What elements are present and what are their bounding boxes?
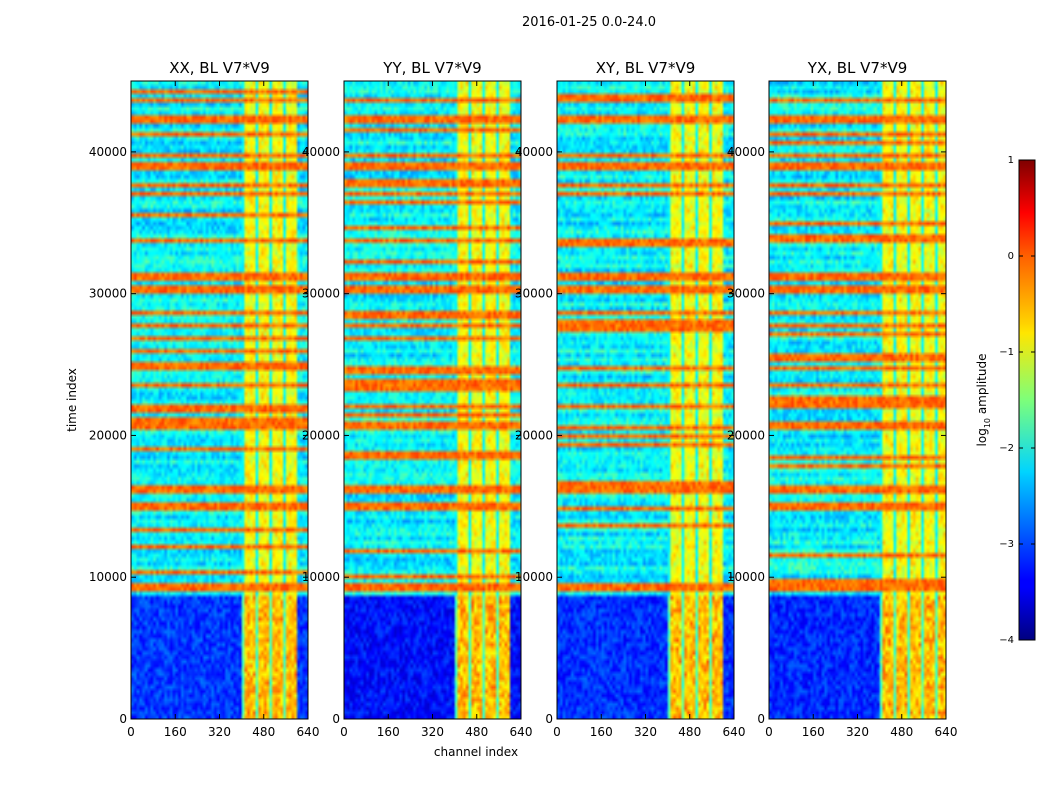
x-tick-label-4-2: 320 xyxy=(846,725,869,739)
y-tick-label-1-0: 0 xyxy=(119,712,127,726)
y-tick-label-3-1: 10000 xyxy=(515,570,553,584)
x-tick-label-1-1: 160 xyxy=(164,725,187,739)
x-tick-label-3-1: 160 xyxy=(590,725,613,739)
y-tick-label-3-2: 20000 xyxy=(515,428,553,442)
x-tick-label-1-3: 480 xyxy=(252,725,275,739)
y-tick-label-1-4: 40000 xyxy=(89,145,127,159)
colorbar-tick-label-5: −4 xyxy=(999,635,1014,646)
x-tick-label-3-4: 640 xyxy=(723,725,746,739)
colorbar-tick-label-2: −1 xyxy=(999,347,1014,358)
panel-title-4: YX, BL V7*V9 xyxy=(807,59,908,77)
panel-title-2: YY, BL V7*V9 xyxy=(382,59,481,77)
heatmap-image-4 xyxy=(769,81,946,719)
x-tick-label-4-0: 0 xyxy=(765,725,773,739)
y-tick-label-2-4: 40000 xyxy=(302,145,340,159)
heatmap-image-1 xyxy=(131,81,308,719)
panel-title-1: XX, BL V7*V9 xyxy=(169,59,270,77)
x-tick-label-1-4: 640 xyxy=(297,725,320,739)
colorbar: 10−1−2−3−4 log10 amplitude xyxy=(975,155,1036,646)
heatmap-panel-3: XY, BL V7*V9 0 160 320 480 640 0 10000 20000 3000… xyxy=(515,59,746,739)
colorbar-tick-label-3: −2 xyxy=(999,443,1014,454)
colorbar-label: log10 amplitude xyxy=(975,354,992,447)
y-tick-label-3-4: 40000 xyxy=(515,145,553,159)
x-tick-label-4-4: 640 xyxy=(935,725,958,739)
heatmap-panel-4: YX, BL V7*V9 0 160 320 480 640 0 10000 20000 3000… xyxy=(727,59,958,739)
x-tick-label-4-3: 480 xyxy=(890,725,913,739)
y-tick-label-4-4: 40000 xyxy=(727,145,765,159)
heatmap-image-3 xyxy=(557,81,734,719)
x-tick-label-1-2: 320 xyxy=(208,725,231,739)
y-tick-label-4-3: 30000 xyxy=(727,287,765,301)
heatmap-panel-1: XX, BL V7*V9 0 160 320 480 640 0 10000 20000 3000… xyxy=(89,59,320,739)
y-tick-label-1-2: 20000 xyxy=(89,428,127,442)
colorbar-gradient xyxy=(1018,159,1036,641)
y-tick-label-3-3: 30000 xyxy=(515,287,553,301)
x-tick-label-2-3: 480 xyxy=(465,725,488,739)
y-tick-label-1-3: 30000 xyxy=(89,287,127,301)
x-tick-label-2-0: 0 xyxy=(340,725,348,739)
x-tick-label-2-1: 160 xyxy=(377,725,400,739)
colorbar-tick-label-0: 1 xyxy=(1008,155,1014,166)
x-axis-label: channel index xyxy=(434,745,518,759)
colorbar-label-sub: 10 xyxy=(983,418,992,428)
colorbar-label-log: log xyxy=(975,428,989,446)
colorbar-tick-label-4: −3 xyxy=(999,539,1014,550)
x-tick-label-2-4: 640 xyxy=(510,725,533,739)
y-tick-label-4-0: 0 xyxy=(757,712,765,726)
heatmap-panel-2: YY, BL V7*V9 0 160 320 480 640 0 10000 20000 3000… xyxy=(302,59,533,739)
y-tick-label-4-2: 20000 xyxy=(727,428,765,442)
y-tick-label-2-3: 30000 xyxy=(302,287,340,301)
x-tick-label-3-2: 320 xyxy=(634,725,657,739)
panel-title-3: XY, BL V7*V9 xyxy=(596,59,696,77)
x-tick-label-1-0: 0 xyxy=(127,725,135,739)
x-tick-label-3-3: 480 xyxy=(678,725,701,739)
x-tick-label-2-2: 320 xyxy=(421,725,444,739)
colorbar-tick-label-1: 0 xyxy=(1008,251,1014,262)
heatmap-image-2 xyxy=(344,81,521,719)
y-tick-label-1-1: 10000 xyxy=(89,570,127,584)
x-tick-label-4-1: 160 xyxy=(802,725,825,739)
figure-suptitle: 2016-01-25 0.0-24.0 xyxy=(522,15,656,30)
y-tick-label-2-2: 20000 xyxy=(302,428,340,442)
panels-group: XX, BL V7*V9 0 160 320 480 640 0 10000 20000 3000… xyxy=(89,59,958,739)
colorbar-ticks: 1 0 −1 −2 −3 −4 xyxy=(999,155,1035,646)
y-tick-label-3-0: 0 xyxy=(545,712,553,726)
y-axis-label: time index xyxy=(65,368,79,432)
y-tick-label-2-1: 10000 xyxy=(302,570,340,584)
colorbar-label-rest: amplitude xyxy=(975,354,989,418)
y-tick-label-4-1: 10000 xyxy=(727,570,765,584)
x-tick-label-3-0: 0 xyxy=(553,725,561,739)
y-tick-label-2-0: 0 xyxy=(332,712,340,726)
